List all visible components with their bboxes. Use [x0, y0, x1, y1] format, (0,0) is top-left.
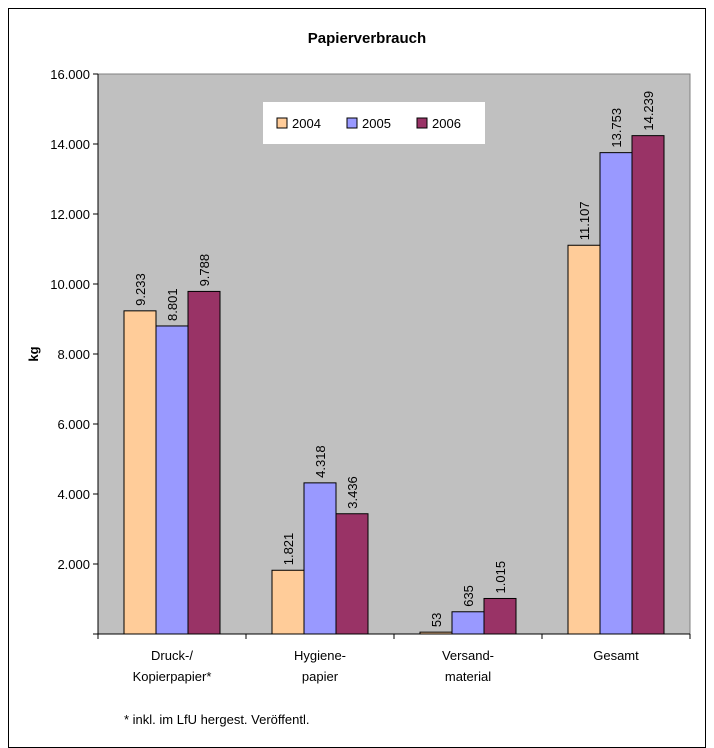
- data-label: 635: [461, 585, 476, 607]
- bar: [335, 513, 369, 635]
- x-tick-label: Gesamt: [593, 648, 639, 663]
- y-tick-label: 14.000: [50, 137, 90, 152]
- bar: [303, 482, 337, 635]
- data-label: 9.233: [133, 273, 148, 306]
- bar: [631, 135, 665, 635]
- data-label: 3.436: [345, 476, 360, 509]
- data-label: 53: [429, 613, 444, 627]
- y-tick-label: 2.000: [57, 557, 90, 572]
- y-axis-label: kg: [26, 346, 41, 361]
- bar: [155, 325, 189, 635]
- y-tick-label: 6.000: [57, 417, 90, 432]
- bar: [567, 244, 601, 635]
- x-tick-label: papier: [302, 669, 339, 684]
- chart-title: Papierverbrauch: [308, 30, 426, 47]
- data-label: 9.788: [197, 254, 212, 287]
- bar: [451, 611, 485, 635]
- x-tick-label: material: [445, 669, 491, 684]
- data-label: 4.318: [313, 445, 328, 478]
- y-tick-label: 12.000: [50, 207, 90, 222]
- x-tick-label: Versand-: [442, 648, 494, 663]
- y-tick-label: 10.000: [50, 277, 90, 292]
- legend-box: [263, 102, 485, 144]
- x-tick-label: Kopierpapier*: [133, 669, 212, 684]
- data-label: 14.239: [641, 91, 656, 131]
- data-label: 1.015: [493, 561, 508, 594]
- footnote: * inkl. im LfU hergest. Veröffentl.: [124, 712, 310, 727]
- bar: [271, 569, 305, 635]
- bar: [187, 290, 221, 635]
- x-tick-label: Druck-/: [151, 648, 193, 663]
- bar: [483, 597, 517, 635]
- y-tick-label: 4.000: [57, 487, 90, 502]
- legend-swatch: [276, 117, 288, 129]
- data-label: 11.107: [577, 201, 592, 240]
- data-label: 8.801: [165, 288, 180, 321]
- data-label: 13.753: [609, 108, 624, 148]
- legend-label: 2005: [362, 116, 391, 131]
- legend-label: 2006: [432, 116, 461, 131]
- data-label: 1.821: [281, 533, 296, 566]
- bar: [599, 152, 633, 635]
- legend-label: 2004: [292, 116, 321, 131]
- legend-swatch: [346, 117, 358, 129]
- bar: [123, 310, 157, 635]
- x-tick-label: Hygiene-: [294, 648, 346, 663]
- legend-swatch: [416, 117, 428, 129]
- y-tick-label: 8.000: [57, 347, 90, 362]
- bar: [419, 631, 453, 635]
- y-tick-label: 16.000: [50, 67, 90, 82]
